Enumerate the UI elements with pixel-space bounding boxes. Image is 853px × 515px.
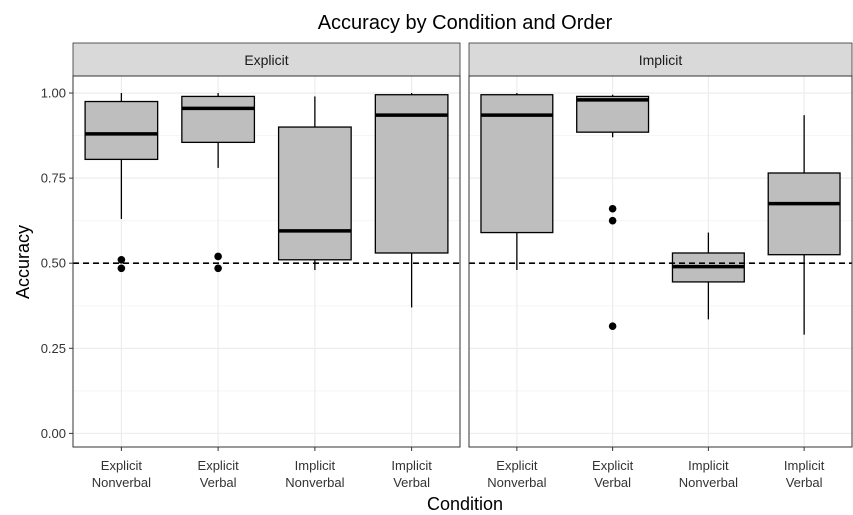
facet-panel-explicit: Explicit [72, 42, 461, 448]
x-tick-label: Implicit [295, 458, 336, 473]
box-explicit-nonverbal [480, 93, 554, 271]
x-tick-label: Nonverbal [285, 475, 344, 490]
y-tick-label: 0.75 [41, 171, 66, 186]
y-axis: 0.00 0.25 0.50 0.75 1.00 [41, 86, 73, 441]
box-explicit-nonverbal [84, 93, 159, 273]
x-axis-title: Condition [427, 494, 503, 514]
facet-strip [72, 42, 461, 77]
outlier-point [608, 322, 617, 330]
box-implicit-nonverbal [671, 232, 745, 320]
outlier-point [117, 264, 126, 273]
outlier-point [608, 204, 617, 213]
x-tick-label: Implicit [391, 458, 432, 473]
box-implicit-nonverbal [277, 96, 352, 271]
box-iqr [767, 172, 841, 256]
facet-panel-implicit: Implicit [468, 42, 853, 448]
x-tick-label: Verbal [594, 475, 631, 490]
panel-border [468, 75, 853, 448]
x-tick-label: Explicit [198, 458, 240, 473]
x-tick-label: Explicit [592, 458, 634, 473]
y-tick-label: 0.00 [41, 426, 66, 441]
facet-panels: Explicit Implicit [72, 42, 853, 448]
x-tick-label: Nonverbal [679, 475, 738, 490]
panel-border [72, 75, 461, 448]
facet-strip-label: Explicit [244, 52, 288, 68]
box-explicit-verbal [576, 94, 650, 330]
x-tick-label: Implicit [688, 458, 729, 473]
x-tick-label: Verbal [393, 475, 430, 490]
y-axis-title: Accuracy [13, 225, 33, 299]
y-tick-label: 0.50 [41, 256, 66, 271]
y-tick-label: 1.00 [41, 86, 66, 101]
chart-title: Accuracy by Condition and Order [318, 12, 613, 34]
box-iqr [181, 95, 256, 144]
outlier-point [608, 216, 617, 225]
box-iqr [374, 94, 449, 254]
x-tick-label: Implicit [784, 458, 825, 473]
outlier-point [214, 264, 222, 273]
y-tick-label: 0.25 [41, 341, 66, 356]
x-tick-label: Verbal [200, 475, 237, 490]
x-tick-label: Explicit [101, 458, 143, 473]
x-tick-label: Nonverbal [487, 475, 546, 490]
box-iqr [84, 100, 159, 161]
facet-strip-label: Implicit [639, 52, 683, 68]
facet-strip [468, 42, 853, 77]
box-explicit-verbal [181, 93, 256, 273]
outlier-point [117, 255, 126, 264]
outlier-point [214, 252, 222, 261]
box-iqr [576, 95, 650, 133]
box-iqr [277, 126, 352, 261]
x-tick-label: Explicit [496, 458, 538, 473]
x-tick-label: Nonverbal [92, 475, 151, 490]
box-iqr [480, 94, 554, 234]
x-tick-label: Verbal [786, 475, 823, 490]
box-implicit-verbal [767, 115, 841, 335]
box-implicit-verbal [374, 93, 449, 308]
x-axis: Explicit Nonverbal Explicit Verbal Implicit N… [92, 447, 825, 490]
